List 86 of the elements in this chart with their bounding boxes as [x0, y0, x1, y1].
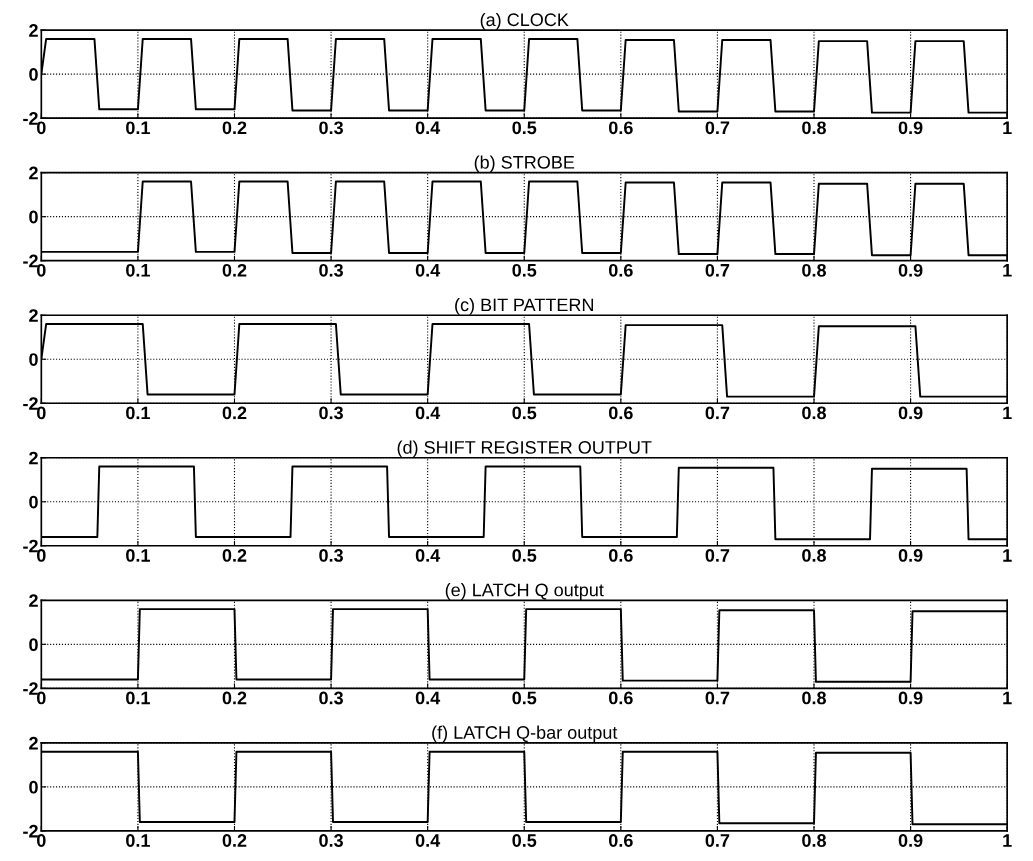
chart-title: (e) LATCH Q output	[445, 583, 604, 600]
x-tick-label: 0.4	[415, 691, 441, 705]
x-tick-label: 0.8	[802, 549, 826, 562]
x-tick-label: 0	[37, 549, 46, 562]
x-tick-label: 0.3	[319, 549, 343, 562]
x-tick-label: 0.9	[898, 406, 923, 420]
chart-title: (a) CLOCK	[480, 12, 569, 30]
x-tick-label: 0.8	[802, 121, 826, 135]
x-tick-label: 0.8	[802, 691, 826, 705]
x-tick-label: 0.5	[512, 549, 537, 562]
y-tick-label: -2	[23, 824, 38, 838]
x-tick-label: 0.5	[512, 834, 537, 847]
x-tick-label: 0.3	[319, 691, 343, 705]
x-tick-label: 0.2	[222, 121, 247, 135]
x-tick-label: 0.5	[512, 121, 537, 135]
x-tick-label: 0.8	[802, 834, 826, 847]
x-tick-label: 0.1	[126, 834, 150, 847]
x-tick-label: 0.4	[415, 549, 441, 562]
x-tick-label: 0.6	[609, 691, 633, 705]
x-tick-label: 0.2	[222, 549, 247, 562]
y-tick-label: 0	[29, 353, 38, 366]
y-tick-label: -2	[23, 397, 38, 410]
chart-title: (b) STROBE	[474, 155, 575, 173]
x-tick-label: 0.1	[126, 263, 150, 277]
x-tick-label: 1	[1003, 549, 1012, 562]
chart-title: (c) BIT PATTERN	[455, 297, 594, 315]
x-tick-label: 0.3	[319, 121, 343, 135]
x-tick-label: 0.6	[609, 121, 633, 135]
chart-title: (f) LATCH Q-bar output	[432, 725, 618, 743]
x-tick-label: 0.5	[512, 263, 537, 277]
x-tick-label: 0.5	[512, 691, 537, 705]
y-tick-label: -2	[23, 682, 38, 695]
x-tick-label: 0.9	[898, 834, 923, 847]
y-tick-label: 2	[29, 166, 38, 180]
x-tick-label: 0.3	[319, 406, 343, 420]
x-tick-label: 0.7	[705, 691, 730, 705]
x-tick-label: 0.2	[222, 834, 247, 847]
x-tick-label: 1	[1003, 406, 1012, 420]
x-tick-label: 0.1	[126, 121, 150, 135]
y-tick-label: 2	[29, 451, 38, 465]
x-tick-label: 0.6	[609, 549, 633, 562]
x-tick-label: 1	[1003, 264, 1012, 277]
x-tick-label: 0.4	[415, 263, 441, 277]
y-tick-label: -2	[23, 112, 38, 125]
chart-title: (d) SHIFT REGISTER OUTPUT	[397, 440, 652, 458]
x-tick-label: 0.6	[609, 406, 633, 420]
y-tick-label: 0	[29, 638, 38, 652]
x-tick-label: 0.8	[802, 263, 826, 277]
y-tick-label: 2	[29, 309, 38, 322]
x-tick-label: 0.7	[705, 406, 730, 420]
x-tick-label: 0.9	[898, 549, 923, 562]
x-tick-label: 0.2	[222, 406, 247, 420]
x-tick-label: 0.1	[126, 549, 150, 562]
x-tick-label: 0.2	[222, 263, 247, 277]
y-tick-label: 0	[29, 780, 38, 794]
x-tick-label: 0.2	[222, 691, 247, 705]
x-tick-label: 0.8	[802, 406, 826, 420]
x-tick-label: 0.6	[609, 263, 633, 277]
x-tick-label: 0.7	[705, 549, 730, 562]
y-tick-label: -2	[23, 254, 38, 268]
y-tick-label: 0	[29, 210, 38, 224]
x-tick-label: 0.5	[512, 406, 537, 420]
x-tick-label: 0.1	[126, 406, 150, 420]
x-tick-label: 0.9	[898, 691, 923, 705]
x-tick-label: 1	[1003, 834, 1012, 847]
y-tick-label: 0	[29, 68, 38, 81]
x-tick-label: 0.7	[705, 834, 730, 847]
x-tick-label: 0.3	[319, 263, 343, 277]
y-tick-label: 2	[29, 24, 38, 37]
x-tick-label: 0.4	[415, 121, 441, 135]
y-tick-label: 0	[29, 495, 38, 509]
x-tick-label: 0.6	[609, 834, 633, 847]
x-tick-label: 0.1	[126, 691, 150, 705]
x-tick-label: 0.9	[898, 263, 923, 277]
x-tick-label: 0.7	[705, 121, 730, 135]
y-tick-label: 2	[29, 594, 38, 607]
x-tick-label: 1	[1003, 691, 1012, 705]
x-tick-label: 0.4	[415, 834, 441, 847]
y-tick-label: -2	[23, 539, 38, 553]
x-tick-label: 1	[1003, 121, 1012, 134]
x-tick-label: 0.4	[415, 406, 441, 420]
x-tick-label: 0.3	[319, 834, 343, 847]
x-tick-label: 0.7	[705, 263, 730, 277]
y-tick-label: 2	[29, 736, 38, 750]
x-tick-label: 0	[37, 834, 46, 847]
x-tick-label: 0.9	[898, 121, 923, 135]
